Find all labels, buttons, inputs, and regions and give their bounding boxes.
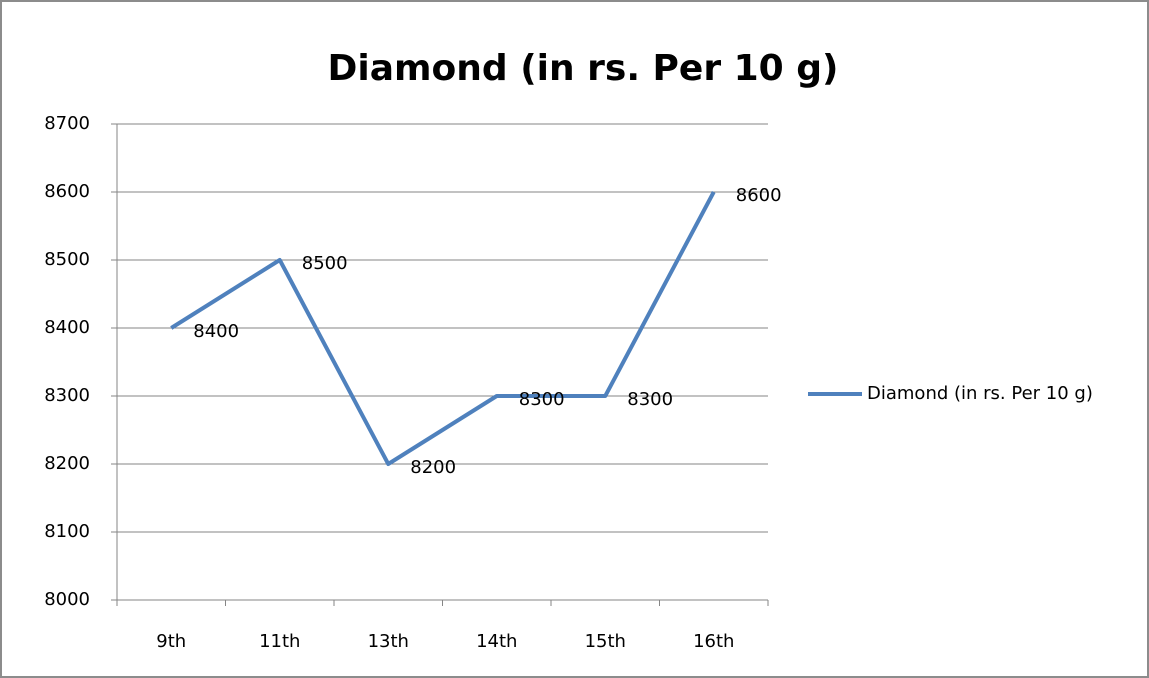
data-label: 8300	[519, 389, 565, 410]
x-tick-label: 15th	[585, 631, 626, 652]
data-label: 8300	[627, 389, 673, 410]
y-tick-label: 8600	[44, 181, 90, 202]
y-tick-label: 8000	[44, 589, 90, 610]
x-tick-label: 16th	[693, 631, 734, 652]
x-tick-label: 13th	[368, 631, 409, 652]
y-tick-label: 8100	[44, 521, 90, 542]
y-tick-label: 8400	[44, 317, 90, 338]
x-tick-label: 9th	[156, 631, 186, 652]
x-tick-label: 14th	[476, 631, 517, 652]
data-label: 8400	[193, 321, 239, 342]
data-label: 8500	[302, 253, 348, 274]
y-tick-label: 8200	[44, 453, 90, 474]
chart-title: Diamond (in rs. Per 10 g)	[328, 48, 839, 89]
legend-label: Diamond (in rs. Per 10 g)	[867, 383, 1093, 404]
data-label: 8200	[410, 457, 456, 478]
y-tick-label: 8500	[44, 249, 90, 270]
y-tick-label: 8300	[44, 385, 90, 406]
y-tick-label: 8700	[44, 113, 90, 134]
line-series	[170, 191, 716, 466]
x-tick-label: 11th	[259, 631, 300, 652]
data-label: 8600	[736, 185, 782, 206]
